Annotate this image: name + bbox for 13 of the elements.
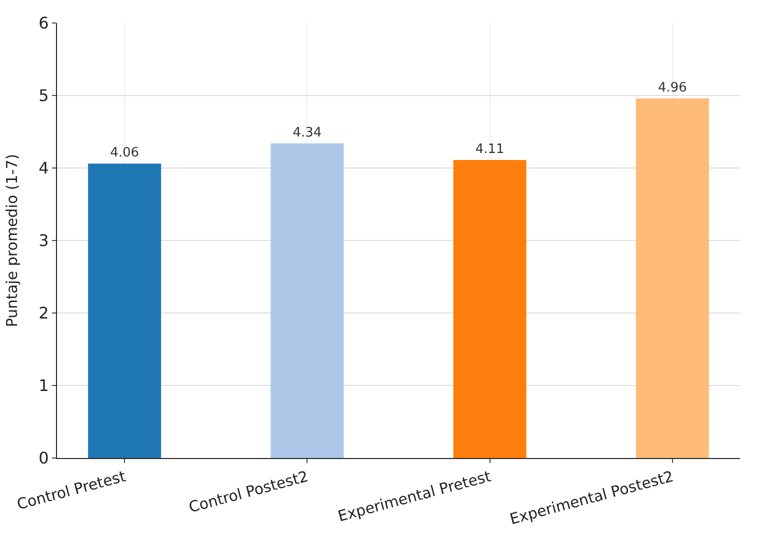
data-label: 4.11 bbox=[475, 142, 504, 158]
data-label: 4.96 bbox=[658, 80, 687, 96]
y-tick-label: 1 bbox=[38, 376, 49, 396]
y-tick-label: 3 bbox=[38, 231, 49, 250]
y-tick-label: 4 bbox=[38, 158, 49, 178]
y-tick-label: 2 bbox=[38, 304, 49, 323]
data-label: 4.34 bbox=[292, 125, 322, 140]
y-tick-label: 6 bbox=[38, 14, 49, 33]
data-label: 4.06 bbox=[110, 146, 140, 161]
x-tick-label: Control Pretest bbox=[15, 467, 128, 514]
y-axis-title: Puntaje promedio (1-7) bbox=[3, 154, 21, 328]
y-tick-label: 5 bbox=[38, 86, 49, 106]
y-tick-label: 0 bbox=[38, 448, 49, 468]
